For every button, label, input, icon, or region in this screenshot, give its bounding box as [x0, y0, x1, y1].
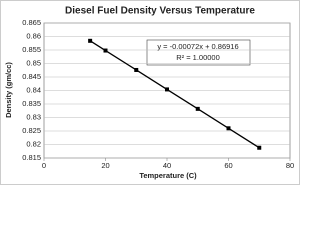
data-point — [195, 106, 200, 111]
x-tick-label: 60 — [224, 161, 232, 170]
chart: Diesel Fuel Density Versus Temperature T… — [0, 0, 300, 185]
data-point — [103, 48, 108, 53]
x-tick-label: 80 — [286, 161, 294, 170]
y-tick-label: 0.845 — [22, 72, 41, 81]
chart-frame — [0, 0, 300, 185]
y-tick-label: 0.82 — [26, 139, 41, 148]
annotation: R² = 1.00000 — [176, 53, 220, 62]
data-point — [226, 126, 231, 131]
x-tick-label: 40 — [163, 161, 171, 170]
x-axis-label: Temperature (C) — [139, 171, 197, 180]
page: Diesel Fuel Density Versus Temperature T… — [0, 0, 300, 185]
y-axis-label: Density (gm/cc) — [4, 62, 13, 118]
data-point — [165, 87, 169, 92]
x-tick-label: 20 — [101, 161, 109, 170]
annotation-box — [146, 39, 251, 66]
y-tick-label: 0.855 — [22, 45, 41, 54]
chart-title: Diesel Fuel Density Versus Temperature — [65, 6, 255, 17]
y-tick-label: 0.835 — [22, 99, 41, 108]
data-point — [88, 38, 93, 43]
y-tick-label: 0.86 — [26, 31, 41, 40]
y-tick-label: 0.815 — [22, 153, 41, 162]
y-tick-label: 0.85 — [26, 58, 41, 67]
data-point — [257, 145, 262, 150]
data-point — [134, 67, 139, 72]
y-tick-label: 0.865 — [22, 18, 41, 27]
y-tick-label: 0.83 — [26, 112, 41, 121]
y-tick-label: 0.825 — [22, 126, 41, 135]
x-tick-label: 0 — [42, 161, 46, 170]
y-tick-label: 0.84 — [26, 85, 41, 94]
annotation: y = -0.00072x + 0.86916 — [157, 42, 238, 51]
